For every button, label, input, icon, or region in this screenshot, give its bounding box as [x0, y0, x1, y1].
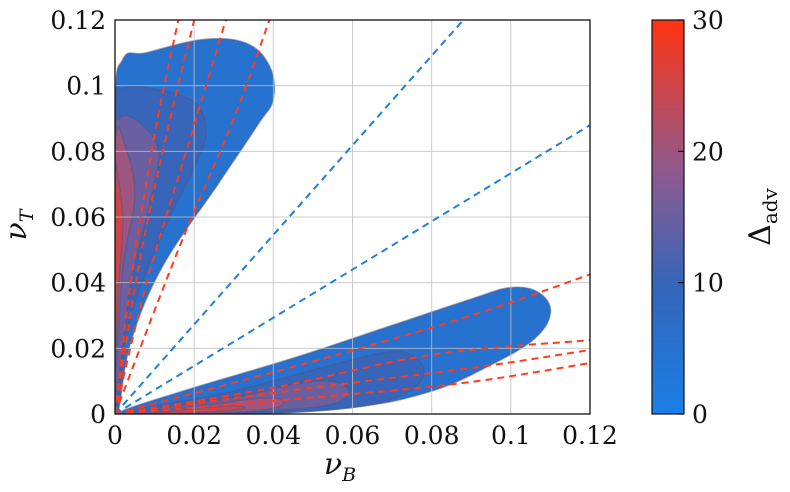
- lower-lobe-contour-10: [125, 350, 426, 414]
- x-tick-label: 0.08: [404, 421, 460, 450]
- plot-frame: [114, 19, 591, 415]
- colorbar-ticks: 0 10 20 30: [678, 6, 724, 429]
- colorbar-tick-label: 30: [692, 6, 724, 35]
- axis-ticks: 0 0.02 0.04 0.06 0.08 0.1 0.12 0 0.02 0.04 0.06 0.0…: [50, 6, 618, 450]
- x-tick-label: 0.12: [562, 421, 618, 450]
- x-axis-label: νB: [324, 447, 356, 486]
- colorbar-tick-label: 20: [692, 137, 724, 166]
- dashed-line-red-7: [115, 339, 590, 414]
- upper-lobe: [115, 37, 276, 414]
- y-tick-label: 0.02: [50, 334, 106, 363]
- y-tick-label: 0.06: [50, 203, 106, 232]
- grid: [115, 20, 590, 414]
- x-tick-label: 0.1: [491, 421, 531, 450]
- dashed-line-red-1: [115, 20, 196, 414]
- y-tick-label: 0.04: [50, 269, 106, 298]
- upper-lobe-contour-25: [115, 163, 124, 353]
- x-tick-label: 0.06: [325, 421, 381, 450]
- x-tick-label: 0: [107, 421, 123, 450]
- dashed-line-blue-5: [115, 124, 590, 414]
- colorbar-label: Δadv: [743, 187, 782, 245]
- y-tick-label: 0: [90, 400, 106, 429]
- dashed-line-red-2: [115, 20, 227, 414]
- y-tick-label: 0.08: [50, 137, 106, 166]
- x-tick-label: 0.04: [245, 421, 301, 450]
- y-axis-label: νT: [0, 208, 38, 240]
- x-tick-label: 0.02: [166, 421, 222, 450]
- y-tick-label: 0.12: [50, 6, 106, 35]
- y-tick-label: 0.1: [66, 72, 106, 101]
- colorbar-tick-label: 0: [692, 400, 708, 429]
- dashed-line-red-9: [115, 362, 590, 414]
- dashed-line-red-3: [115, 20, 271, 414]
- dashed-line-red-6: [115, 273, 590, 414]
- colorbar: [651, 19, 685, 415]
- dashed-lines: [115, 20, 590, 414]
- dashed-line-blue-4: [115, 20, 465, 414]
- colorbar-tick-label: 10: [692, 269, 724, 298]
- dashed-line-red-8: [115, 349, 590, 414]
- lower-lobe-contour-25: [153, 404, 246, 414]
